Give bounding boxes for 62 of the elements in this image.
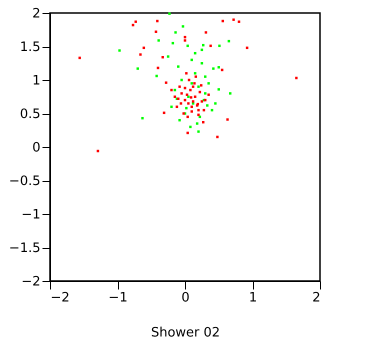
point bbox=[194, 75, 198, 78]
x-axis-title: Shower 02 bbox=[150, 326, 220, 340]
x-tick-label: 1 bbox=[248, 290, 258, 306]
point bbox=[198, 90, 202, 94]
point bbox=[174, 31, 177, 34]
point bbox=[185, 72, 188, 75]
point bbox=[174, 88, 176, 92]
point bbox=[200, 48, 204, 52]
y-tick-label: −1 bbox=[21, 208, 40, 222]
point bbox=[218, 44, 221, 48]
point bbox=[78, 56, 81, 60]
y-tick-label: −0.5 bbox=[8, 174, 40, 189]
point bbox=[212, 67, 215, 70]
point bbox=[220, 68, 224, 72]
point bbox=[178, 118, 181, 122]
point bbox=[180, 102, 182, 105]
point bbox=[172, 42, 174, 44]
y-tick-label: 1.5 bbox=[20, 40, 40, 55]
point bbox=[186, 44, 189, 48]
point bbox=[202, 108, 206, 112]
point bbox=[142, 46, 146, 50]
point bbox=[186, 116, 189, 118]
point bbox=[157, 39, 160, 42]
y-tick-label: 1 bbox=[32, 74, 40, 88]
point bbox=[187, 102, 190, 105]
point bbox=[176, 106, 178, 108]
y-tick-label: 2 bbox=[32, 6, 40, 22]
point bbox=[209, 44, 212, 48]
point bbox=[192, 85, 194, 88]
point bbox=[216, 136, 219, 138]
point bbox=[228, 40, 230, 42]
point bbox=[232, 18, 235, 21]
point bbox=[178, 85, 181, 88]
point bbox=[139, 53, 142, 56]
point bbox=[156, 20, 159, 22]
point bbox=[200, 84, 202, 87]
y-tick-label: −1.5 bbox=[8, 241, 40, 256]
y-tick-label: 0 bbox=[32, 140, 40, 156]
point bbox=[162, 112, 166, 114]
point bbox=[190, 96, 192, 99]
point bbox=[164, 81, 168, 84]
point bbox=[194, 72, 196, 75]
point bbox=[214, 102, 217, 105]
point bbox=[185, 106, 188, 110]
point bbox=[207, 82, 210, 85]
y-tick-label: −2 bbox=[21, 274, 40, 290]
point bbox=[189, 88, 192, 92]
point bbox=[180, 92, 183, 95]
x-tick-label: 0 bbox=[181, 290, 190, 306]
point bbox=[166, 55, 170, 58]
y-tick-label: 0.5 bbox=[20, 107, 40, 122]
point bbox=[196, 122, 198, 125]
point bbox=[246, 46, 248, 50]
point bbox=[186, 132, 189, 134]
x-tick-label: 2 bbox=[312, 290, 320, 306]
point bbox=[193, 82, 196, 85]
point bbox=[204, 31, 208, 34]
point bbox=[194, 52, 196, 54]
x-tick-label: −2 bbox=[50, 290, 70, 306]
x-tick-label: −1 bbox=[108, 290, 128, 306]
point bbox=[222, 20, 224, 22]
point bbox=[189, 126, 192, 128]
